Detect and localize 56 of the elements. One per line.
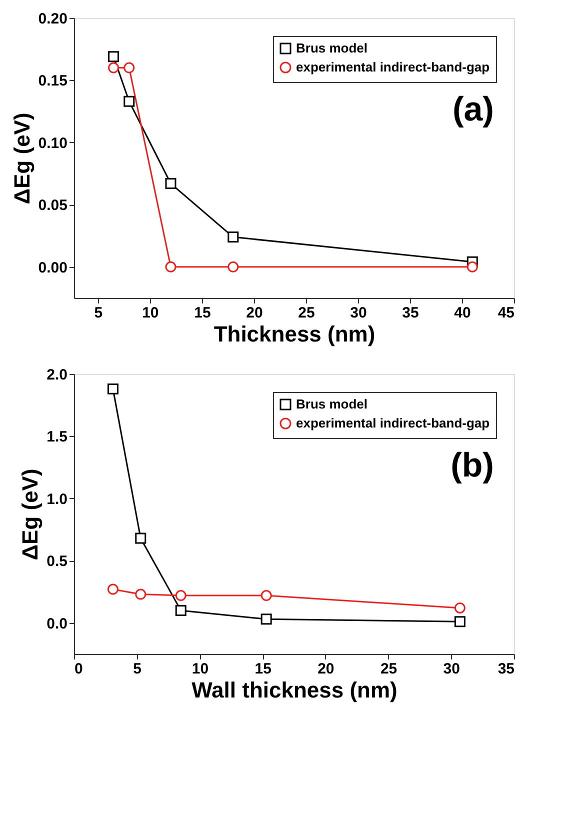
x-tick-label: 15	[254, 660, 272, 678]
x-tick-label: 10	[192, 660, 209, 678]
point	[260, 614, 272, 625]
point	[124, 96, 135, 107]
point	[108, 51, 120, 62]
y-axis-title: ΔEg (eV)	[18, 468, 43, 560]
point	[260, 590, 272, 601]
point	[175, 604, 186, 616]
x-tick-label: 25	[298, 304, 315, 322]
x-tick-label: 0	[74, 660, 83, 678]
x-tick-label: 45	[498, 304, 514, 322]
x-tick-label: 35	[498, 660, 514, 678]
point	[135, 588, 146, 600]
y-tick-label: 0.10	[38, 134, 68, 152]
point	[108, 62, 120, 74]
legend-label: Brus model	[296, 396, 368, 412]
y-tick-label: 0.5	[46, 553, 68, 570]
x-tick-label: 5	[133, 660, 142, 678]
y-tick-label: 2.0	[46, 366, 68, 384]
point	[228, 232, 239, 243]
point	[165, 261, 176, 272]
x-tick-label: 5	[94, 304, 103, 322]
point	[135, 532, 146, 544]
point	[165, 178, 176, 190]
point	[124, 62, 135, 74]
point	[454, 602, 466, 614]
annotation: (a)	[452, 90, 494, 128]
x-tick-label: 35	[402, 304, 419, 322]
y-tick-label: 1.5	[46, 428, 68, 446]
point	[107, 383, 118, 394]
x-tick-label: 30	[350, 304, 367, 322]
y-tick-label: 0.00	[38, 259, 68, 276]
x-tick-label: 25	[380, 660, 398, 678]
point	[175, 590, 186, 601]
legend-label: Brus model	[296, 40, 368, 56]
x-tick-label: 15	[194, 304, 211, 322]
annotation: (b)	[450, 446, 494, 484]
point	[107, 584, 118, 595]
x-tick-label: 20	[246, 304, 263, 322]
x-tick-label: 30	[443, 660, 460, 678]
x-axis-title: Thickness (nm)	[214, 322, 376, 346]
y-tick-label: 0.05	[38, 197, 68, 214]
y-tick-label: 0.20	[38, 10, 68, 28]
x-tick-label: 40	[454, 304, 471, 322]
legend-label: experimental indirect-band-gap	[296, 416, 490, 430]
point	[466, 261, 478, 272]
y-tick-label: 1.0	[46, 490, 68, 508]
point	[228, 261, 239, 272]
y-tick-label: 0.0	[46, 615, 68, 632]
point	[454, 616, 466, 628]
y-tick-label: 0.15	[38, 72, 68, 90]
x-axis-title: Wall thickness (nm)	[192, 678, 398, 702]
legend-label: experimental indirect-band-gap	[296, 60, 490, 74]
x-tick-label: 10	[142, 304, 159, 322]
x-tick-label: 20	[318, 660, 334, 678]
y-axis-title: ΔEg (eV)	[9, 112, 34, 204]
